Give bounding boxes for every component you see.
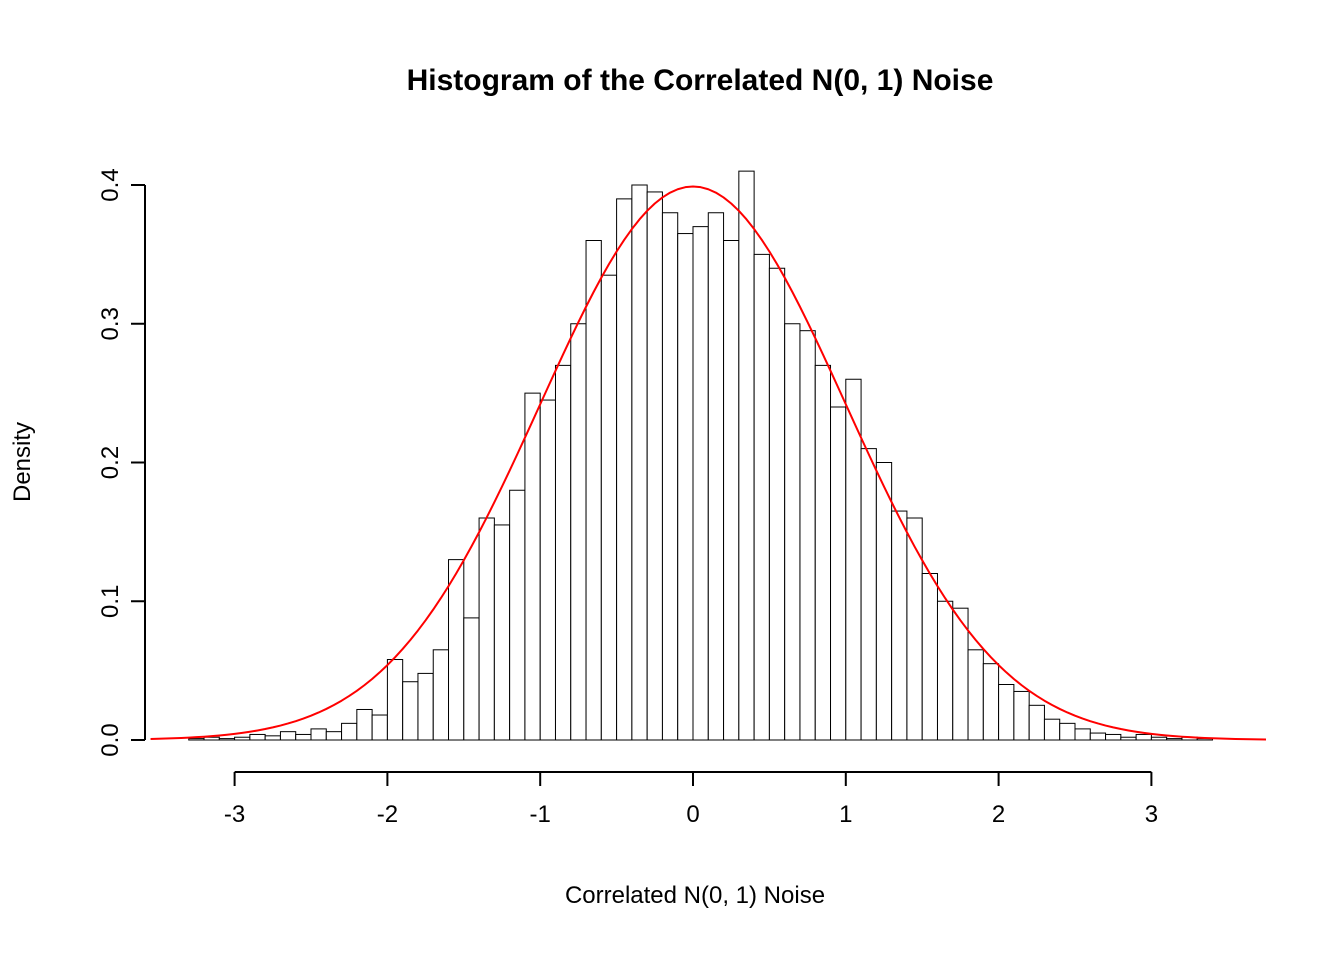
histogram-bar [1074,728,1091,741]
histogram-bar [356,708,373,741]
histogram-bar [203,736,220,741]
histogram-bar [875,462,893,741]
y-tick-label: 0.2 [97,446,124,479]
density-curve [150,185,1267,741]
chart-title: Histogram of the Correlated N(0, 1) Nois… [407,64,994,97]
histogram-bar [310,728,327,741]
histogram-bar [814,364,832,741]
histogram-bar [998,684,1015,741]
histogram-bar [982,663,1000,741]
histogram-bar [830,406,847,741]
histogram-bar [386,659,404,741]
x-tick-label: -1 [530,801,551,828]
histogram-bar [692,226,709,741]
histogram-bar [478,517,495,741]
histogram-bar [600,274,618,741]
histogram-bar [554,364,572,741]
histogram-bar [784,323,801,741]
histogram-bar [493,524,511,741]
histogram-bar [1120,736,1137,741]
x-axis-label: Correlated N(0, 1) Noise [565,882,825,909]
histogram-bar [936,600,954,741]
histogram-bar [891,510,908,741]
histogram-bar [417,672,434,741]
histogram-bar [906,517,923,741]
histogram-bar [402,681,419,741]
histogram-bar [1089,732,1107,741]
histogram-bar [799,330,816,741]
histogram-bar [921,573,938,741]
histogram-bar [463,617,480,741]
x-tick-label: 1 [839,801,852,828]
y-axis: 0.0 0.1 0.2 0.3 0.4 [97,168,146,757]
histogram-bar [738,170,755,741]
histogram-bar [1059,722,1076,741]
histogram-bar [432,649,450,741]
histogram-bar [967,649,984,741]
histogram-bar [646,191,663,741]
x-tick-label: 2 [992,801,1005,828]
histogram-bar [768,267,786,741]
normal-curve-path [150,185,1267,741]
histogram-bars [188,170,1214,741]
y-tick-label: 0.1 [97,585,124,618]
histogram-bar [218,738,236,741]
y-tick-label: 0.3 [97,307,124,340]
histogram-bar [707,212,725,741]
x-tick-label: -2 [377,801,398,828]
histogram-bar [448,559,465,741]
histogram-bar [616,198,633,741]
histogram-bar [279,731,297,741]
histogram-bar [723,240,740,741]
histogram-bar [1135,733,1152,741]
histogram-bar [677,233,694,741]
histogram-bar [1150,736,1168,741]
y-axis-label: Density [9,422,36,502]
histogram-bar [860,448,877,741]
histogram-bar [249,733,266,741]
histogram-bar [188,738,205,741]
histogram-bar [753,253,770,741]
histogram-bar [1166,738,1183,741]
histogram-bar [585,240,602,741]
y-tick-label: 0.0 [97,723,124,756]
histogram-bar [1013,690,1030,741]
histogram-bar [570,323,587,741]
histogram-bar [234,736,251,741]
histogram-bar [1028,704,1045,741]
histogram-bar [539,399,556,741]
x-axis: -3 -2 -1 0 1 2 3 [224,771,1158,828]
histogram-bar [371,714,388,741]
histogram-bar [1043,718,1061,741]
histogram-bar [661,212,679,741]
histogram-bar [325,731,343,741]
x-tick-label: 0 [686,801,699,828]
histogram-bar [1105,733,1122,741]
histogram-bar [295,733,312,741]
histogram-bar [341,722,358,741]
histogram-bar [509,489,526,741]
x-tick-label: 3 [1145,801,1158,828]
y-tick-label: 0.4 [97,168,124,201]
x-tick-label: -3 [224,801,245,828]
histogram-bar [264,735,281,741]
histogram-bar [631,184,648,741]
histogram-bar [524,392,541,741]
